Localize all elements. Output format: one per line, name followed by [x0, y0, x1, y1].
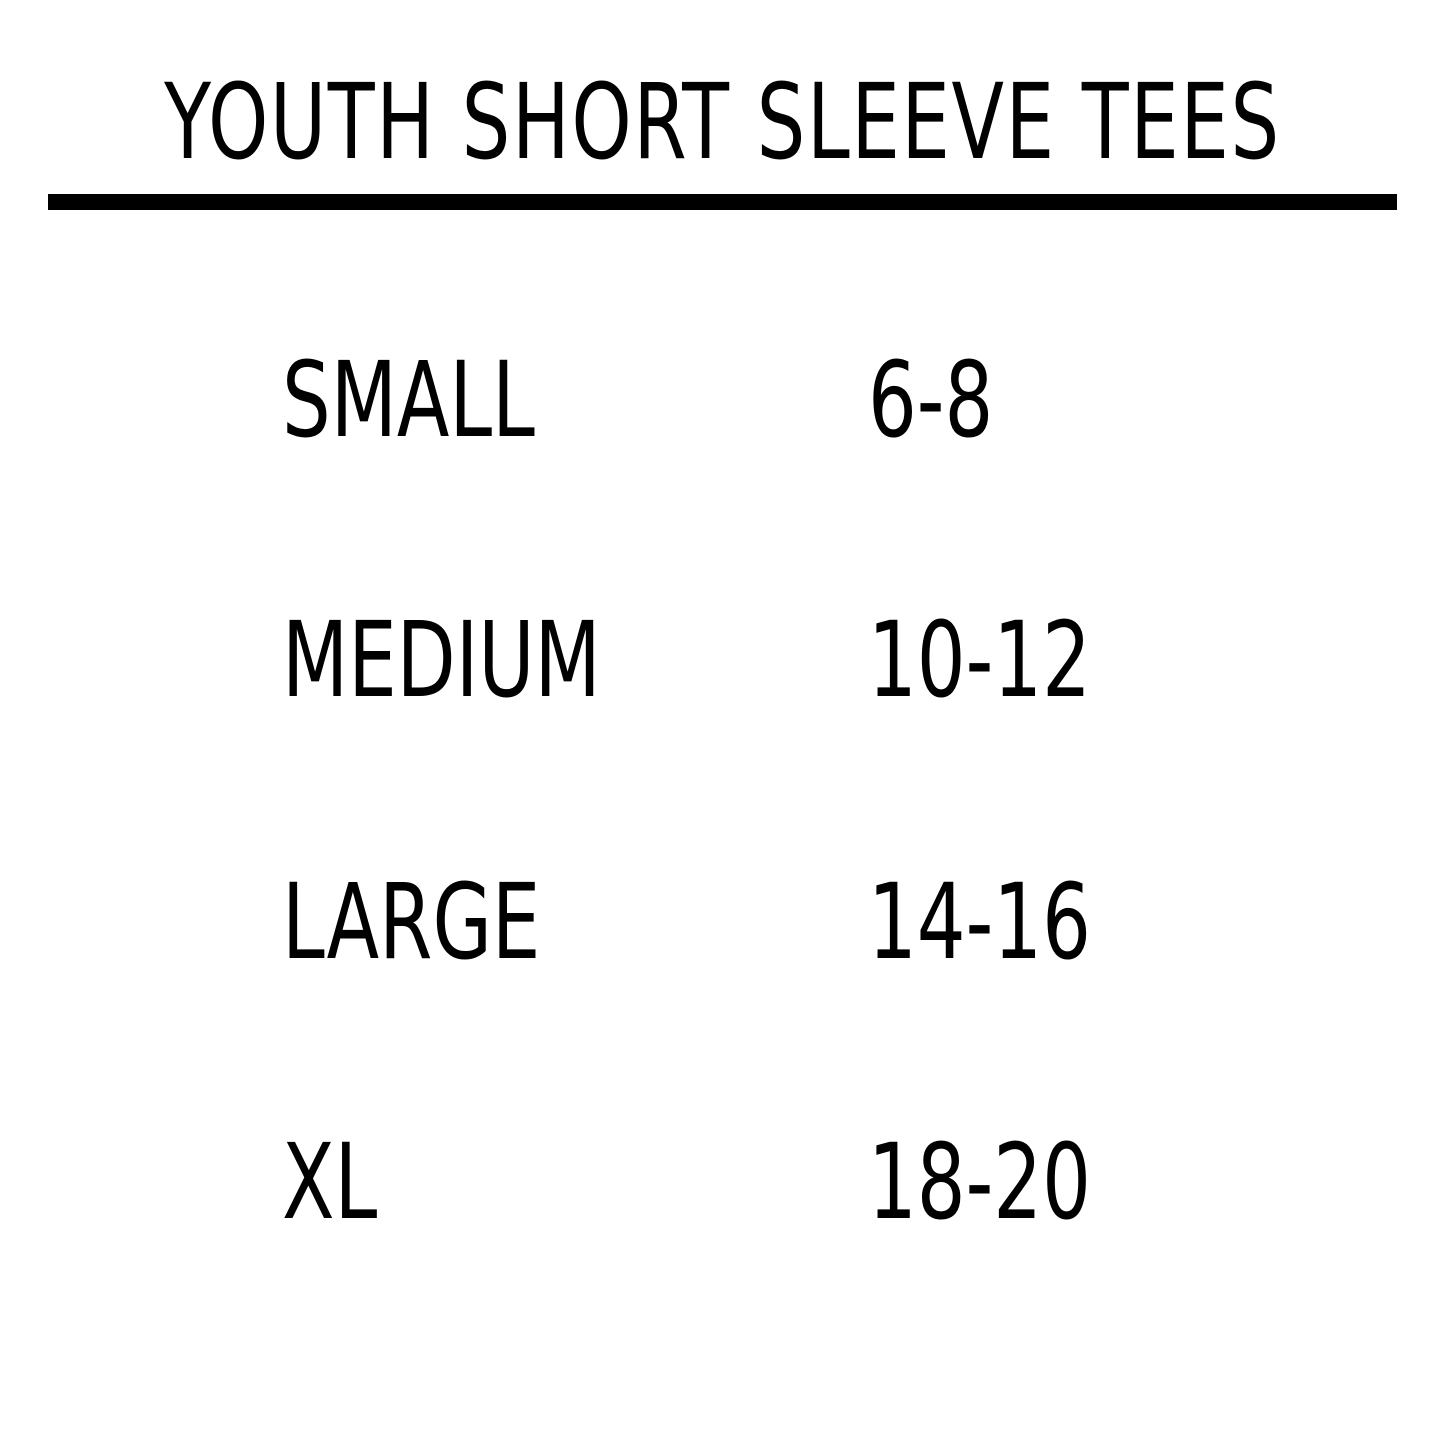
title-rule: [48, 194, 1397, 210]
title: YOUTH SHORT SLEEVE TEES: [164, 61, 1281, 183]
age-range: 6-8: [868, 339, 994, 461]
size-label: SMALL: [282, 339, 535, 461]
age-range: 10-12: [868, 599, 1091, 721]
size-label: XL: [282, 1121, 378, 1243]
age-range: 14-16: [868, 861, 1091, 983]
size-label: LARGE: [282, 861, 541, 983]
age-range: 18-20: [868, 1121, 1091, 1243]
size-label: MEDIUM: [282, 599, 601, 721]
